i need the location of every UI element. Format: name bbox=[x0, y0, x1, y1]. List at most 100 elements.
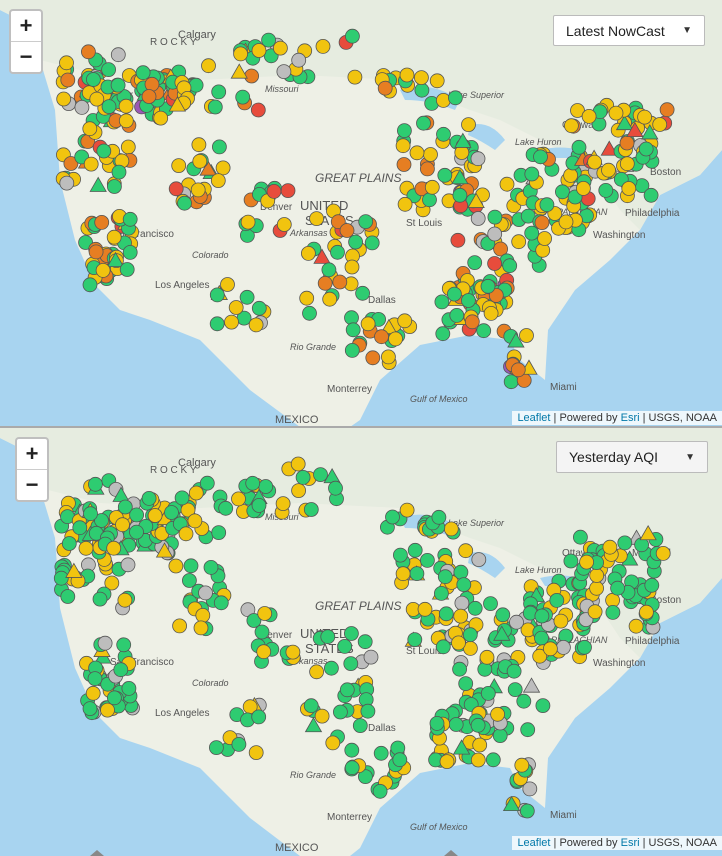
station-circle-icon[interactable] bbox=[460, 293, 476, 308]
station-circle-icon[interactable] bbox=[195, 607, 211, 623]
station-circle-icon[interactable] bbox=[534, 608, 550, 624]
station-circle-icon[interactable] bbox=[258, 479, 274, 494]
station-circle-icon[interactable] bbox=[413, 70, 429, 85]
station-circle-icon[interactable] bbox=[337, 638, 353, 654]
station-circle-icon[interactable] bbox=[480, 685, 496, 701]
station-circle-icon[interactable] bbox=[82, 277, 98, 293]
station-circle-icon[interactable] bbox=[619, 135, 635, 151]
station-circle-icon[interactable] bbox=[424, 179, 440, 195]
station-circle-icon[interactable] bbox=[251, 300, 267, 316]
station-circle-icon[interactable] bbox=[522, 781, 538, 797]
station-circle-icon[interactable] bbox=[573, 529, 588, 545]
station-circle-icon[interactable] bbox=[434, 294, 450, 310]
station-circle-icon[interactable] bbox=[520, 722, 536, 738]
station-circle-icon[interactable] bbox=[422, 192, 437, 208]
station-circle-icon[interactable] bbox=[514, 757, 530, 773]
station-circle-icon[interactable] bbox=[407, 632, 423, 648]
station-triangle-icon[interactable] bbox=[168, 96, 187, 112]
station-circle-icon[interactable] bbox=[168, 181, 184, 197]
station-circle-icon[interactable] bbox=[328, 480, 343, 496]
station-circle-icon[interactable] bbox=[399, 67, 415, 83]
station-circle-icon[interactable] bbox=[299, 290, 315, 306]
station-circle-icon[interactable] bbox=[438, 606, 454, 622]
station-circle-icon[interactable] bbox=[120, 557, 136, 573]
station-circle-icon[interactable] bbox=[94, 214, 110, 230]
station-circle-icon[interactable] bbox=[570, 103, 585, 118]
station-circle-icon[interactable] bbox=[553, 613, 569, 629]
station-triangle-icon[interactable] bbox=[615, 114, 634, 131]
station-circle-icon[interactable] bbox=[209, 287, 225, 303]
station-circle-icon[interactable] bbox=[516, 693, 532, 709]
station-circle-icon[interactable] bbox=[380, 349, 396, 365]
station-circle-icon[interactable] bbox=[571, 139, 587, 155]
station-circle-icon[interactable] bbox=[53, 570, 69, 586]
station-circle-icon[interactable] bbox=[610, 580, 625, 596]
station-circle-icon[interactable] bbox=[487, 256, 503, 271]
station-circle-icon[interactable] bbox=[437, 167, 453, 183]
station-triangle-icon[interactable] bbox=[502, 795, 521, 812]
station-triangle-icon[interactable] bbox=[522, 677, 541, 693]
station-circle-icon[interactable] bbox=[581, 109, 597, 124]
station-circle-icon[interactable] bbox=[388, 331, 403, 347]
station-circle-icon[interactable] bbox=[129, 524, 144, 540]
aqi-type-select[interactable]: Latest NowCast ▼ bbox=[553, 15, 705, 46]
station-circle-icon[interactable] bbox=[344, 342, 360, 358]
station-circle-icon[interactable] bbox=[275, 496, 291, 511]
station-triangle-icon[interactable] bbox=[199, 160, 217, 176]
station-circle-icon[interactable] bbox=[119, 262, 135, 277]
station-circle-icon[interactable] bbox=[60, 589, 76, 604]
station-circle-icon[interactable] bbox=[81, 44, 96, 60]
station-triangle-icon[interactable] bbox=[493, 625, 511, 641]
station-circle-icon[interactable] bbox=[608, 105, 624, 121]
station-circle-icon[interactable] bbox=[203, 559, 219, 575]
station-triangle-icon[interactable] bbox=[155, 542, 174, 558]
station-circle-icon[interactable] bbox=[638, 141, 654, 157]
station-circle-icon[interactable] bbox=[302, 305, 317, 321]
station-circle-icon[interactable] bbox=[251, 498, 267, 513]
station-circle-icon[interactable] bbox=[147, 508, 163, 523]
station-circle-icon[interactable] bbox=[563, 553, 579, 569]
zoom-out-button[interactable]: − bbox=[19, 44, 33, 69]
station-triangle-icon[interactable] bbox=[639, 524, 657, 541]
station-circle-icon[interactable] bbox=[446, 286, 462, 302]
station-circle-icon[interactable] bbox=[397, 313, 413, 329]
station-circle-icon[interactable] bbox=[141, 491, 157, 506]
station-circle-icon[interactable] bbox=[543, 641, 558, 657]
station-circle-icon[interactable] bbox=[248, 745, 264, 761]
station-circle-icon[interactable] bbox=[121, 680, 137, 696]
station-circle-icon[interactable] bbox=[385, 509, 400, 525]
station-circle-icon[interactable] bbox=[183, 558, 199, 574]
station-triangle-icon[interactable] bbox=[304, 716, 323, 733]
station-circle-icon[interactable] bbox=[61, 536, 77, 551]
station-circle-icon[interactable] bbox=[92, 591, 108, 607]
station-circle-icon[interactable] bbox=[330, 244, 345, 260]
station-circle-icon[interactable] bbox=[655, 546, 671, 561]
station-circle-icon[interactable] bbox=[579, 554, 594, 570]
station-circle-icon[interactable] bbox=[208, 740, 224, 756]
station-circle-icon[interactable] bbox=[74, 100, 90, 115]
station-circle-icon[interactable] bbox=[231, 736, 247, 752]
station-circle-icon[interactable] bbox=[332, 274, 348, 290]
station-circle-icon[interactable] bbox=[506, 663, 522, 679]
station-circle-icon[interactable] bbox=[524, 225, 540, 241]
station-circle-icon[interactable] bbox=[199, 475, 215, 491]
station-circle-icon[interactable] bbox=[409, 566, 425, 582]
station-circle-icon[interactable] bbox=[499, 176, 515, 192]
station-circle-icon[interactable] bbox=[228, 300, 244, 315]
station-circle-icon[interactable] bbox=[118, 113, 134, 129]
station-circle-icon[interactable] bbox=[464, 314, 480, 330]
station-circle-icon[interactable] bbox=[395, 138, 411, 154]
station-circle-icon[interactable] bbox=[621, 181, 637, 196]
station-circle-icon[interactable] bbox=[180, 502, 196, 518]
station-circle-icon[interactable] bbox=[317, 275, 333, 291]
station-circle-icon[interactable] bbox=[94, 513, 109, 528]
station-circle-icon[interactable] bbox=[377, 80, 393, 96]
station-circle-icon[interactable] bbox=[122, 211, 138, 227]
station-circle-icon[interactable] bbox=[458, 676, 474, 692]
station-circle-icon[interactable] bbox=[519, 803, 535, 819]
station-triangle-icon[interactable] bbox=[641, 124, 659, 140]
station-circle-icon[interactable] bbox=[104, 575, 120, 591]
station-circle-icon[interactable] bbox=[344, 28, 360, 44]
